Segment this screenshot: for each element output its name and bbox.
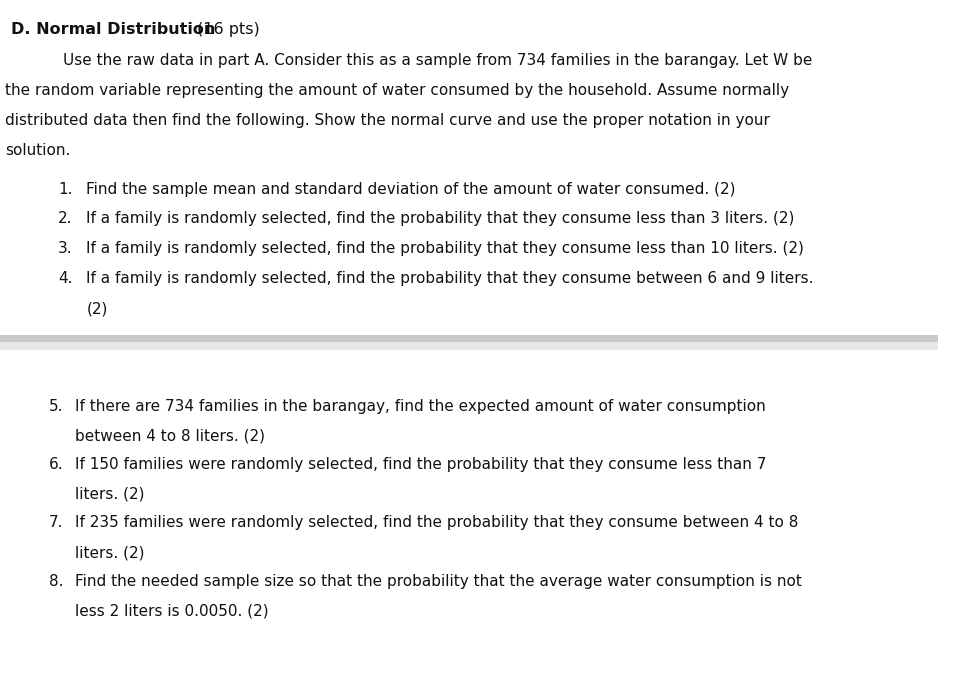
Text: Find the sample mean and standard deviation of the amount of water consumed. (2): Find the sample mean and standard deviat…: [86, 181, 735, 196]
Text: If 150 families were randomly selected, find the probability that they consume l: If 150 families were randomly selected, …: [75, 457, 766, 472]
Text: 2.: 2.: [58, 211, 72, 226]
Text: solution.: solution.: [5, 143, 70, 158]
FancyBboxPatch shape: [0, 342, 937, 350]
Text: Find the needed sample size so that the probability that the average water consu: Find the needed sample size so that the …: [75, 574, 801, 589]
Text: liters. (2): liters. (2): [75, 487, 145, 502]
Text: distributed data then find the following. Show the normal curve and use the prop: distributed data then find the following…: [5, 113, 769, 128]
Text: 1.: 1.: [58, 181, 72, 196]
Text: 7.: 7.: [49, 515, 64, 530]
Text: D. Normal Distribution: D. Normal Distribution: [11, 22, 215, 37]
Text: 4.: 4.: [58, 271, 72, 286]
Text: the random variable representing the amount of water consumed by the household. : the random variable representing the amo…: [5, 83, 788, 98]
Text: between 4 to 8 liters. (2): between 4 to 8 liters. (2): [75, 428, 265, 443]
Text: If a family is randomly selected, find the probability that they consume less th: If a family is randomly selected, find t…: [86, 211, 794, 226]
Text: If there are 734 families in the barangay, find the expected amount of water con: If there are 734 families in the baranga…: [75, 399, 765, 414]
Text: If a family is randomly selected, find the probability that they consume less th: If a family is randomly selected, find t…: [86, 241, 803, 256]
Text: 5.: 5.: [49, 399, 64, 414]
Text: Use the raw data in part A. Consider this as a sample from 734 families in the b: Use the raw data in part A. Consider thi…: [63, 53, 812, 68]
Text: (2): (2): [86, 301, 108, 316]
Text: (16 pts): (16 pts): [197, 22, 259, 37]
Text: 6.: 6.: [49, 457, 64, 472]
Text: liters. (2): liters. (2): [75, 545, 145, 560]
Text: 8.: 8.: [49, 574, 64, 589]
Text: less 2 liters is 0.0050. (2): less 2 liters is 0.0050. (2): [75, 604, 268, 619]
Text: If 235 families were randomly selected, find the probability that they consume b: If 235 families were randomly selected, …: [75, 515, 798, 530]
Text: If a family is randomly selected, find the probability that they consume between: If a family is randomly selected, find t…: [86, 271, 813, 286]
FancyBboxPatch shape: [0, 335, 937, 350]
Text: 3.: 3.: [58, 241, 72, 256]
